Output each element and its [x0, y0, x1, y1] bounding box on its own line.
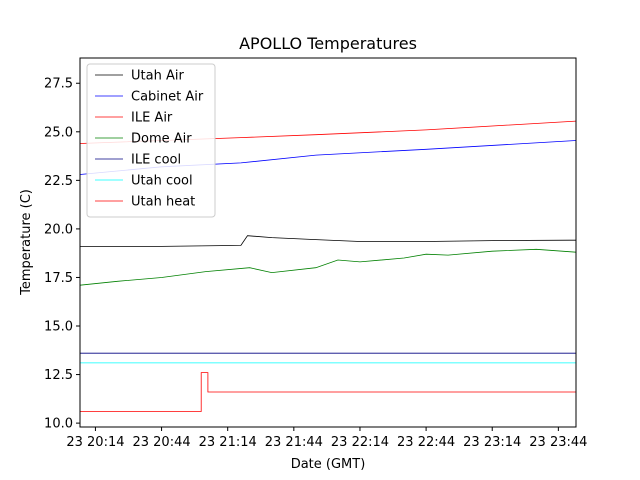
y-axis-label: Temperature (C): [19, 189, 34, 296]
x-axis: 23 20:14 23 20:44 23 21:14 23 21:44 23 22:14…: [66, 427, 587, 450]
y-tick-label: 20.0: [44, 222, 73, 237]
legend-label: ILE cool: [131, 153, 181, 168]
series-line-utah-air: [80, 235, 576, 247]
x-tick-label: 23 22:44: [397, 435, 455, 450]
legend-box: [86, 63, 216, 218]
y-tick-label: 25.0: [44, 125, 73, 140]
legend-label: ILE Air: [131, 111, 173, 126]
y-tick-label: 17.5: [44, 271, 73, 286]
chart-title: APOLLO Temperatures: [239, 34, 417, 53]
x-tick-label: 23 21:44: [265, 435, 323, 450]
legend-label: Utah Air: [131, 69, 184, 84]
x-tick-label: 23 22:14: [331, 435, 389, 450]
x-tick-label: 23 20:14: [66, 435, 124, 450]
series-line-dome-air: [79, 248, 577, 286]
y-axis: 10.0 12.5 15.0 17.5 20.0 22.5 25.0 27.5: [44, 77, 80, 432]
x-tick-label: 23 20:44: [132, 435, 190, 450]
x-tick-label: 23 23:14: [463, 435, 521, 450]
legend: Utah Air Cabinet Air ILE Air Dome Air ILE co…: [86, 63, 216, 218]
x-axis-label: Date (GMT): [291, 457, 366, 472]
y-tick-label: 10.0: [44, 417, 73, 432]
y-tick-label: 15.0: [44, 320, 73, 335]
y-tick-label: 22.5: [44, 174, 73, 189]
legend-label: Dome Air: [131, 132, 192, 147]
legend-label: Utah heat: [131, 195, 195, 210]
y-tick-label: 12.5: [44, 368, 73, 383]
y-tick-label: 27.5: [44, 77, 73, 92]
plot-frame: [79, 57, 577, 428]
legend-label: Cabinet Air: [131, 90, 204, 105]
x-tick-label: 23 23:44: [529, 435, 587, 450]
series-line-utah-heat: [80, 372, 576, 412]
x-tick-label: 23 21:14: [199, 435, 257, 450]
legend-label: Utah cool: [131, 174, 193, 189]
